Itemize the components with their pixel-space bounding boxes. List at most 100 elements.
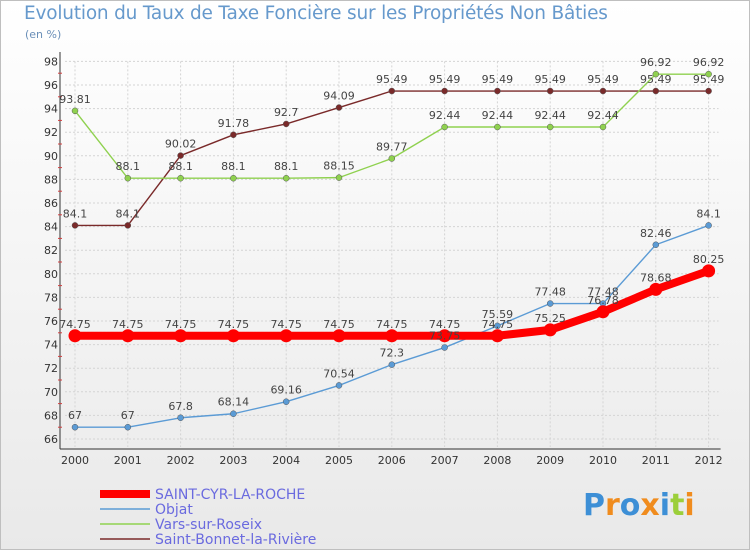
data-label: 74.75 [218,318,250,331]
data-point [652,70,660,78]
data-label: 92.7 [274,106,299,119]
data-point [388,87,396,95]
data-point [282,398,290,405]
data-point [332,329,346,343]
axis-layer: 66 68 70 72 74 76 78 80 82 84 86 88 90 92 94 96 98 2000 20… [44,52,723,467]
data-point [388,361,396,368]
y-tick-label: 96 [44,79,58,92]
data-point [705,87,712,95]
data-label: 74.75 [165,318,197,331]
x-tick-label: 2002 [167,454,195,467]
x-tick-label: 2004 [272,454,300,467]
data-point [335,174,343,181]
y-tick-label: 76 [44,315,58,328]
x-tick-label: 2011 [642,454,670,467]
y-tick-label: 88 [44,173,58,186]
data-point [71,423,79,431]
data-label: 78.68 [640,271,672,284]
data-point [282,174,290,182]
data-label: 88.1 [116,160,141,173]
x-tick-label: 2009 [536,454,564,467]
data-point [230,410,237,417]
logo-letter: x [640,488,660,523]
data-label: 88.1 [274,160,299,173]
data-label: 92.44 [534,109,566,122]
y-tick-label: 90 [44,150,58,163]
x-tick-label: 2005 [325,454,353,467]
data-label: 77.48 [534,286,566,299]
data-point [596,305,610,319]
data-label: 74.75 [59,318,91,331]
data-point [546,123,554,131]
data-point [546,87,554,95]
data-point [705,70,712,78]
data-label: 93.81 [59,93,91,106]
data-point [441,87,448,95]
data-label: 67 [68,409,82,422]
data-label: 70.54 [323,367,355,380]
data-label: 94.09 [323,90,355,103]
data-label: 75.25 [534,312,566,325]
data-label: 88.15 [323,160,355,173]
data-label: 88.1 [168,160,193,173]
data-label: 76.78 [587,294,619,307]
y-tick-label: 68 [44,409,58,422]
data-label-layer: 84.1 84.1 90.02 91.78 92.7 94.09 95.49 95.49 95.… [59,56,724,422]
data-label: 96.92 [640,56,672,69]
data-label: 67.8 [168,400,193,413]
data-point [71,107,79,115]
logo-letter: o [619,488,641,523]
y-tick-label: 72 [44,362,58,375]
data-label: 88.1 [221,160,246,173]
legend: SAINT-CYR-LA-ROCHEObjatVars-sur-RoseixSa… [100,487,316,548]
grid-layer [65,60,719,447]
x-tick-label: 2000 [61,454,89,467]
proxiti-logo: Proxiti [583,488,695,523]
logo-letter: i [684,488,695,523]
y-tick-label: 94 [44,103,58,116]
data-point [490,329,504,343]
data-point [543,323,557,337]
logo-letter: i [659,488,671,523]
data-point [702,264,716,278]
data-point [494,87,501,95]
y-tick-label: 84 [44,221,58,234]
data-point [652,87,660,95]
data-label: 74.75 [323,318,355,331]
data-label: 96.92 [693,56,725,69]
x-tick-label: 2008 [483,454,511,467]
data-label: 92.44 [587,109,619,122]
data-point [335,104,343,111]
data-label: 74.75 [429,318,461,331]
y-tick-label: 74 [44,339,58,352]
data-point [279,329,293,343]
data-label: 91.78 [218,117,250,130]
data-label: 69.16 [270,384,302,397]
data-label: 68.14 [218,396,250,409]
x-tick-label: 2003 [219,454,247,467]
y-tick-label: 82 [44,244,58,257]
y-tick-label: 66 [44,433,58,446]
x-tick-label: 2012 [695,454,723,467]
data-point [124,174,132,182]
data-point [177,414,184,422]
data-point [438,329,452,343]
logo-letter: P [583,488,605,523]
data-label: 95.49 [693,73,725,86]
x-tick-label: 2006 [378,454,406,467]
data-label: 82.46 [640,227,672,240]
data-point [599,87,607,95]
data-label: 75.59 [482,308,514,321]
data-label: 92.44 [482,109,514,122]
data-point [599,123,607,131]
y-tick-label: 70 [44,386,58,399]
y-tick-label: 98 [44,55,58,68]
data-label: 84.1 [116,207,141,220]
chart-y-unit: (en %) [25,28,62,41]
data-point [177,152,184,159]
logo-letter: t [670,488,685,523]
data-label: 95.49 [640,73,672,86]
data-label: 95.49 [587,73,619,86]
series-layer [68,70,716,431]
